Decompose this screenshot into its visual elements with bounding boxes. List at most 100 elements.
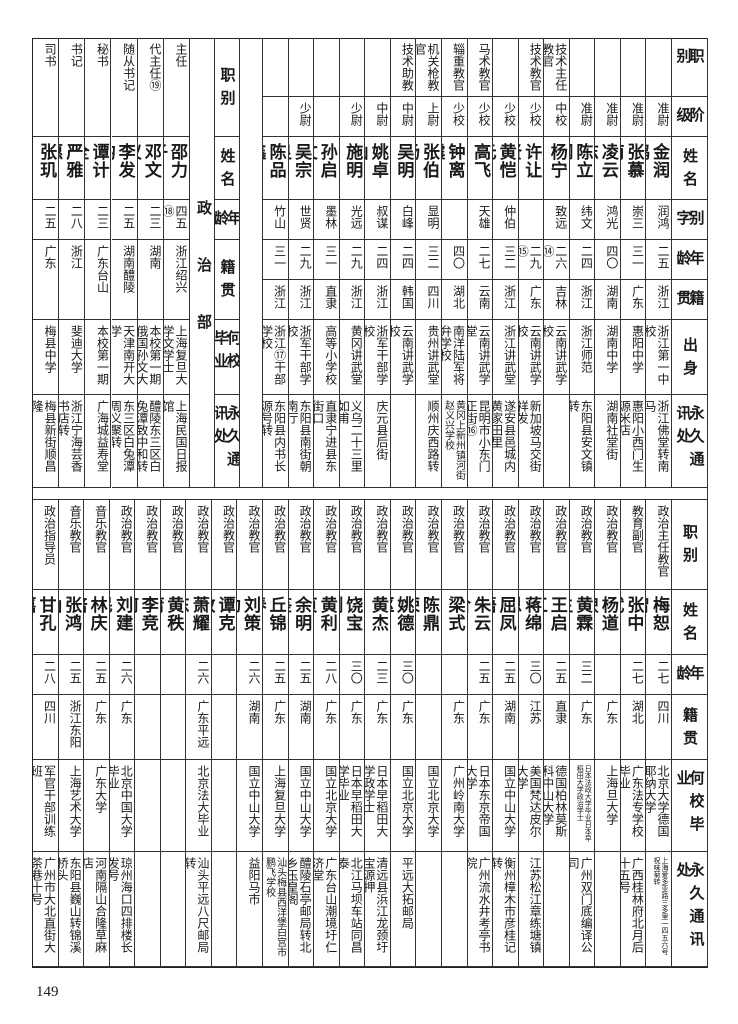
cell-address-text: 平远大拓邮局	[400, 857, 415, 929]
cell-native-text: 广东台山	[95, 245, 110, 293]
cell-age-text: 二五	[477, 660, 492, 684]
cell-native: 广东	[109, 695, 136, 760]
cell-address: 平远大拓邮局	[390, 852, 417, 967]
header-address-text: 永久通讯处	[215, 405, 240, 474]
cell-native: 广东	[365, 695, 391, 760]
cell-alias-text: 显明	[425, 205, 440, 229]
cell-address	[211, 852, 238, 967]
cell-school: 梅县中学	[33, 320, 60, 395]
header-role: 职别	[215, 38, 240, 137]
cell-role: 政治教官	[339, 500, 366, 590]
cell-role	[314, 38, 340, 97]
cell-native: 四川	[646, 695, 672, 760]
cell-school: 国立北京大学	[390, 760, 417, 852]
cell-alias-text: 仲伯	[502, 205, 517, 229]
cell-age-text: 二五	[502, 660, 517, 684]
cell-rank: 少尉	[339, 97, 366, 137]
cell-age: 三一	[620, 240, 647, 280]
cell-school: 北京法大毕业	[186, 760, 212, 852]
cell-role: 书记	[59, 38, 86, 137]
cell-age: 二六	[186, 655, 212, 695]
cell-address: 庆元县后街	[365, 395, 391, 488]
cell-role: 马术教官	[467, 38, 494, 97]
cell-address: 东阳县南街朝南厅	[288, 395, 315, 488]
cell-name: 杨宁	[544, 137, 570, 200]
cell-role-text: 政治教官	[170, 505, 185, 553]
cell-school-text: 北京中国大学毕业	[109, 765, 134, 837]
cell-origin-text: 浙江讲武堂	[502, 325, 517, 385]
cell-native: 浙江	[569, 280, 596, 320]
cell-role: 音乐教官	[84, 500, 110, 590]
cell-address-text: 上海爱多亚路三多里一四五六号祝味菊转	[652, 857, 669, 955]
cell-native: 浙江东阳	[58, 695, 85, 760]
cell-name-text: 孙启文	[314, 143, 337, 179]
cell-role: 代主任⑲	[137, 38, 164, 137]
cell-role	[620, 38, 647, 97]
cell-address: 顺州庆西路转	[416, 395, 442, 488]
cell-name: 吴明	[390, 137, 417, 200]
cell-age-text: 四〇	[604, 245, 619, 269]
cell-age-text: 二八	[323, 660, 338, 684]
cell-name: 陈品鑫	[263, 137, 289, 200]
cell-address: 惠阳小西门生源米店	[620, 395, 647, 488]
cell-native-text: 广东	[400, 700, 415, 724]
cell-native: 湖南	[288, 695, 315, 760]
cell-native: 广东平远	[186, 695, 212, 760]
cell-address-text: 北江马坝车站同昌泰	[339, 857, 364, 953]
cell-address	[544, 852, 570, 967]
cell-name: 萧耀东	[186, 590, 212, 655]
cell-school: 国立中山大学	[288, 760, 315, 852]
cell-age-text: 二八	[69, 205, 84, 229]
cell-native-text: 四川	[655, 700, 670, 724]
cell-age-text: 二七	[655, 660, 670, 684]
cell-school: 斐迪大学	[59, 320, 86, 395]
cell-role	[646, 38, 672, 97]
header-school: 何校毕业	[672, 760, 708, 852]
cell-rank: 中尉	[365, 97, 391, 137]
cell-name-text: 姚德枢	[391, 596, 414, 632]
cell-school: 天津南开大学	[111, 320, 138, 395]
cell-address-text: 广东台山潮境圩仁济堂	[314, 857, 338, 953]
cell-name: 吴宗良	[288, 137, 315, 200]
cell-school	[160, 760, 187, 852]
cell-alias-text: 天雄	[477, 205, 492, 229]
cell-age: 二七	[467, 240, 494, 280]
cell-native: 浙江绍兴	[163, 240, 190, 320]
cell-native: 浙江	[59, 240, 86, 320]
cell-role: 政治指导员	[33, 500, 59, 590]
cell-age-text: 三二	[579, 660, 594, 684]
cell-age-text: 二五	[68, 660, 83, 684]
header-role-text: 职别	[218, 66, 237, 113]
cell-school-text: 国立中山大学	[298, 765, 313, 837]
cell-address: 益阳马市	[237, 852, 264, 967]
header-native: 籍贯	[215, 240, 240, 320]
cell-school-text: 上海旦大学	[604, 765, 619, 825]
cell-age: 二四	[569, 240, 596, 280]
cell-address	[390, 395, 417, 488]
cell-alias-text: 鸿光	[604, 205, 619, 229]
cell-age-text: 二五	[656, 245, 670, 269]
cell-name: 梁式	[441, 590, 468, 655]
cell-school: 上海艺术大学	[58, 760, 85, 852]
cell-school-text: 日本早稻田大学政学士	[365, 765, 389, 837]
header-origin-text: 出身	[681, 336, 699, 383]
cell-role-text: 司书	[43, 43, 58, 67]
cell-rank: 少校	[467, 97, 494, 137]
cell-name: 钟离震	[441, 137, 468, 200]
cell-age: 二六	[237, 655, 264, 695]
cell-age: 二六	[109, 655, 136, 695]
cell-age: 二七	[620, 655, 647, 695]
header-age-text: 年龄	[674, 250, 706, 273]
cell-school: 上海复旦大学文学士	[163, 320, 190, 395]
header-role: 职别	[672, 38, 708, 97]
cell-school-text: 德国柏林莫斯科中山大学	[544, 765, 568, 837]
cell-address: 浙江宁海芸香书店转	[59, 395, 86, 488]
cell-native	[160, 695, 187, 760]
cell-school-text: 北京大学德国耶纳大学	[646, 765, 670, 837]
cell-address: 广东台山潮境圩仁济堂	[314, 852, 340, 967]
cell-name-text: 金润鸿	[646, 143, 669, 179]
cell-name-text: 姚卓山	[365, 143, 388, 179]
cell-school: 广东大学	[84, 760, 110, 852]
cell-role-text: 政治教官	[477, 505, 492, 553]
cell-age	[595, 655, 621, 695]
